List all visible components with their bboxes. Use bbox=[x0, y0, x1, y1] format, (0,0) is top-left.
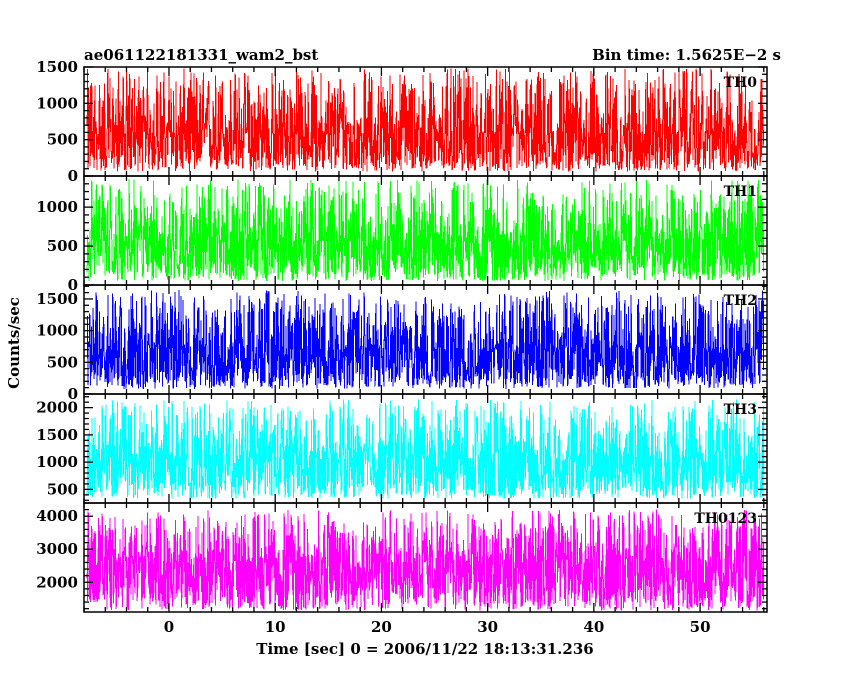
panel-th3: 500 1000 1500 2000 TH3 bbox=[36, 393, 768, 504]
y-tick-label: 500 bbox=[47, 353, 78, 371]
y-tick-label: 2000 bbox=[36, 573, 78, 591]
panel-th2: 0 500 1000 1500 TH2 bbox=[36, 284, 768, 403]
y-tick-label: 0 bbox=[68, 167, 78, 185]
y-tick-label: 1500 bbox=[36, 58, 78, 76]
y-tick-label: 2000 bbox=[36, 399, 78, 417]
y-tick-label: 1000 bbox=[36, 94, 78, 112]
series-th0123 bbox=[86, 509, 765, 611]
x-tick-label: 50 bbox=[690, 618, 711, 636]
x-tick-label: 0 bbox=[164, 618, 174, 636]
y-tick-label: 0 bbox=[68, 385, 78, 403]
y-tick-label: 500 bbox=[47, 131, 78, 149]
y-tick-label: 1000 bbox=[36, 198, 78, 216]
chart-title: ae061122181331_wam2_bst bbox=[84, 46, 318, 64]
panel-th0123: 2000 3000 4000 TH0123 bbox=[36, 502, 768, 613]
bin-time-label: Bin time: 1.5625E−2 s bbox=[592, 46, 781, 64]
y-tick-label: 4000 bbox=[36, 507, 78, 525]
x-tick-label: 40 bbox=[583, 618, 604, 636]
y-tick-label: 3000 bbox=[36, 540, 78, 558]
y-tick-label: 0 bbox=[68, 276, 78, 294]
panel-th0: 0 500 1000 1500 TH0 bbox=[36, 58, 768, 185]
panel-label: TH1 bbox=[724, 184, 757, 200]
panel-label: TH0 bbox=[724, 75, 758, 91]
y-axis-label: Counts/sec bbox=[5, 297, 23, 389]
panel-th1: 0 500 1000 TH1 bbox=[36, 175, 768, 294]
series-th2 bbox=[86, 290, 765, 390]
panel-label: TH3 bbox=[724, 402, 757, 418]
y-tick-label: 1500 bbox=[36, 426, 78, 444]
panel-frame bbox=[83, 502, 768, 613]
x-tick-label: 30 bbox=[477, 618, 498, 636]
panel-label: TH0123 bbox=[694, 511, 757, 527]
y-tick-label: 1000 bbox=[36, 322, 78, 340]
series-th0 bbox=[86, 68, 765, 172]
y-tick-label: 1000 bbox=[36, 453, 78, 471]
y-tick-label: 500 bbox=[47, 237, 78, 255]
x-tick-label: 20 bbox=[371, 618, 392, 636]
panel-label: TH2 bbox=[724, 293, 757, 309]
x-axis-label: Time [sec] 0 = 2006/11/22 18:13:31.236 bbox=[256, 640, 593, 658]
y-tick-label: 500 bbox=[47, 480, 78, 498]
series-th1 bbox=[86, 179, 765, 282]
series-th3 bbox=[86, 398, 765, 499]
x-tick-label: 10 bbox=[265, 618, 286, 636]
y-tick-label: 1500 bbox=[36, 290, 78, 308]
